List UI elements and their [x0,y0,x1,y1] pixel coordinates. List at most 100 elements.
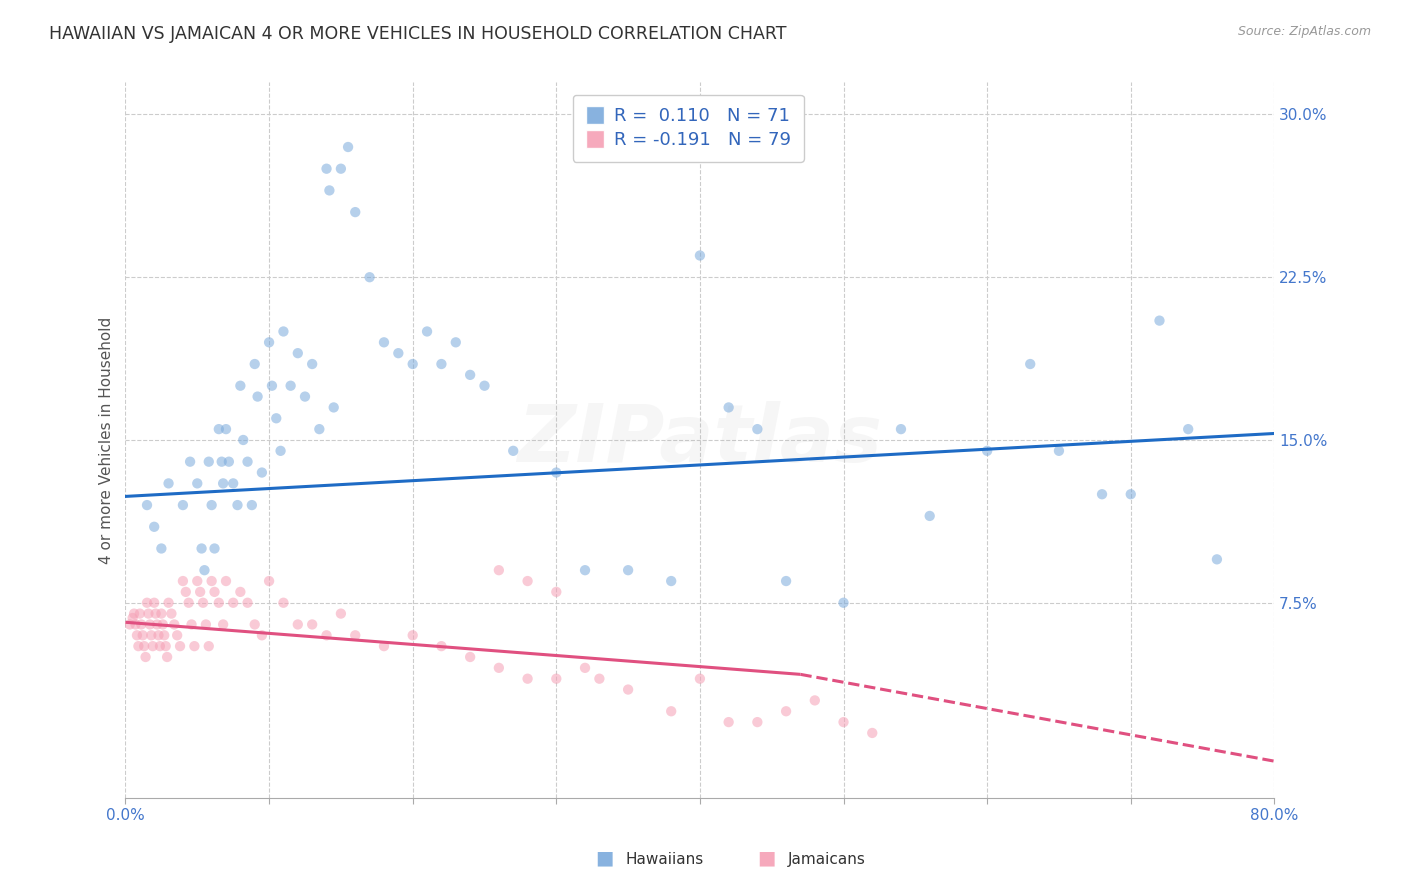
Point [186,574,208,588]
Point [546,672,568,686]
Point [208,422,231,436]
Point [1019,357,1042,371]
Point [546,585,568,599]
Point [488,563,510,577]
Point [257,574,280,588]
Point [373,639,395,653]
Point [186,476,208,491]
Point [359,270,381,285]
Point [157,476,180,491]
Point [201,574,224,588]
Point [191,596,214,610]
Point [236,596,259,610]
Point [775,574,797,588]
Point [135,650,157,665]
Point [188,585,211,599]
Point [273,325,295,339]
Point [430,639,453,653]
Text: ZIPatlas: ZIPatlas [517,401,883,479]
Point [201,498,224,512]
Point [250,466,273,480]
Point [430,357,453,371]
Point [315,161,337,176]
Point [177,596,200,610]
Point [215,574,238,588]
Point [166,628,188,642]
Point [236,455,259,469]
Point [222,596,245,610]
Point [146,617,169,632]
Point [329,607,352,621]
Point [250,628,273,642]
Point [257,335,280,350]
Point [458,368,481,382]
Point [322,401,344,415]
Point [516,574,538,588]
Point [131,628,153,642]
Point [127,639,149,653]
Text: Jamaicans: Jamaicans [787,852,865,867]
Point [155,639,177,653]
Point [129,617,152,632]
Point [329,161,352,176]
Y-axis label: 4 or more Vehicles in Household: 4 or more Vehicles in Household [100,317,114,564]
Point [150,607,173,621]
Point [197,455,219,469]
Point [197,639,219,653]
Point [243,617,266,632]
Point [222,476,245,491]
Point [160,607,183,621]
Point [617,682,640,697]
Point [246,390,269,404]
Point [717,401,740,415]
Point [145,607,167,621]
Legend: R =  0.110   N = 71, R = -0.191   N = 79: R = 0.110 N = 71, R = -0.191 N = 79 [572,95,804,162]
Point [416,325,439,339]
Point [287,617,309,632]
Point [122,607,145,621]
Point [229,585,252,599]
Point [215,422,238,436]
Point [301,357,323,371]
Point [832,715,855,730]
Point [474,378,496,392]
Point [148,628,170,642]
Point [118,617,141,632]
Text: Source: ZipAtlas.com: Source: ZipAtlas.com [1237,25,1371,38]
Point [179,455,201,469]
Point [139,617,162,632]
Point [659,574,682,588]
Point [183,639,205,653]
Point [229,378,252,392]
Point [124,617,146,632]
Point [150,541,173,556]
Point [502,443,524,458]
Point [689,248,711,262]
Point [1091,487,1114,501]
Point [488,661,510,675]
Point [136,596,159,610]
Point [301,617,323,632]
Point [1047,443,1070,458]
Point [136,498,159,512]
Point [1119,487,1142,501]
Point [976,443,998,458]
Point [264,411,287,425]
Point [260,378,283,392]
Point [149,639,172,653]
Point [128,607,150,621]
Point [832,596,855,610]
Point [344,205,367,219]
Text: ■: ■ [756,848,776,867]
Point [588,672,610,686]
Point [226,498,249,512]
Point [243,357,266,371]
Point [804,693,827,707]
Point [152,617,174,632]
Point [458,650,481,665]
Point [153,628,176,642]
Point [156,650,179,665]
Point [143,520,166,534]
Point [138,607,160,621]
Point [141,628,163,642]
